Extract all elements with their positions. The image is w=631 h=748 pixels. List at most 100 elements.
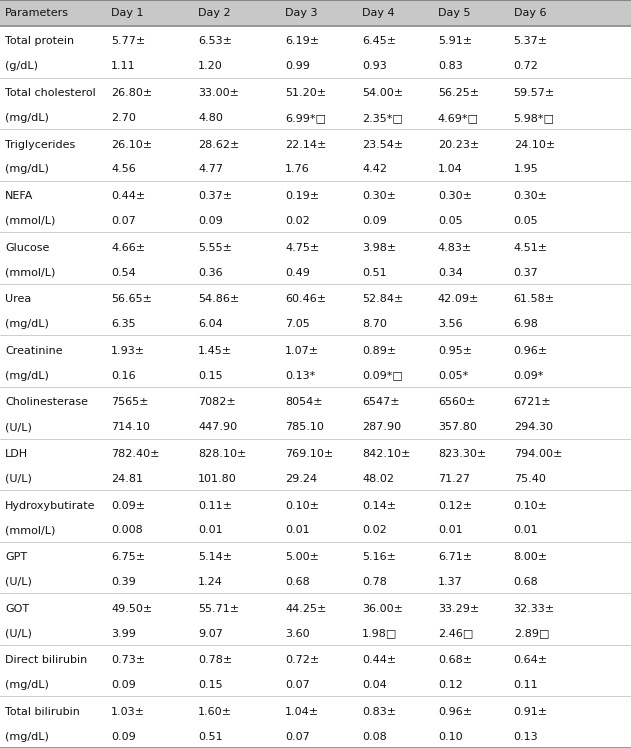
Bar — [0, 438, 631, 490]
Text: Urea: Urea — [5, 294, 32, 304]
Text: 5.77±: 5.77± — [111, 37, 145, 46]
Text: 1.95: 1.95 — [514, 165, 538, 174]
Text: 8054±: 8054± — [285, 397, 323, 408]
Text: 0.09: 0.09 — [111, 732, 136, 742]
Text: 4.75±: 4.75± — [285, 243, 319, 253]
Text: 0.95±: 0.95± — [438, 346, 472, 356]
Text: 54.86±: 54.86± — [198, 294, 239, 304]
Text: Parameters: Parameters — [5, 8, 69, 18]
Text: 1.93±: 1.93± — [111, 346, 145, 356]
Text: 3.56: 3.56 — [438, 319, 463, 329]
Text: 26.80±: 26.80± — [111, 88, 152, 98]
Text: LDH: LDH — [5, 449, 28, 459]
Text: 0.72: 0.72 — [514, 61, 538, 71]
Text: 0.07: 0.07 — [285, 680, 310, 690]
Text: Day 2: Day 2 — [198, 8, 231, 18]
Text: (mmol/L): (mmol/L) — [5, 216, 56, 226]
Text: 4.80: 4.80 — [198, 113, 223, 123]
Text: 5.37±: 5.37± — [514, 37, 548, 46]
Text: Day 3: Day 3 — [285, 8, 318, 18]
Text: 0.51: 0.51 — [198, 732, 223, 742]
Text: 0.83: 0.83 — [438, 61, 463, 71]
Text: 842.10±: 842.10± — [362, 449, 411, 459]
Text: 6560±: 6560± — [438, 397, 475, 408]
Text: 0.36: 0.36 — [198, 268, 223, 278]
Text: 5.14±: 5.14± — [198, 552, 232, 562]
Text: 1.98□: 1.98□ — [362, 628, 398, 639]
Text: 33.29±: 33.29± — [438, 604, 479, 614]
Text: (mg/dL): (mg/dL) — [5, 371, 49, 381]
Text: 0.10±: 0.10± — [514, 500, 548, 511]
Text: 56.65±: 56.65± — [111, 294, 152, 304]
Text: (mg/dL): (mg/dL) — [5, 319, 49, 329]
Bar — [0, 129, 631, 181]
Text: 6721±: 6721± — [514, 397, 551, 408]
Text: 0.64±: 0.64± — [514, 655, 548, 665]
Text: 6.53±: 6.53± — [198, 37, 232, 46]
Text: 2.70: 2.70 — [111, 113, 136, 123]
Text: 0.73±: 0.73± — [111, 655, 145, 665]
Text: (mg/dL): (mg/dL) — [5, 732, 49, 742]
Text: 6.75±: 6.75± — [111, 552, 145, 562]
Text: 0.78±: 0.78± — [198, 655, 232, 665]
Text: Total protein: Total protein — [5, 37, 74, 46]
Bar — [0, 78, 631, 129]
Text: 8.00±: 8.00± — [514, 552, 548, 562]
Text: 2.89□: 2.89□ — [514, 628, 549, 639]
Text: (U/L): (U/L) — [5, 473, 32, 484]
Text: 2.46□: 2.46□ — [438, 628, 473, 639]
Text: 0.01: 0.01 — [198, 525, 223, 536]
Text: Cholinesterase: Cholinesterase — [5, 397, 88, 408]
Text: 0.01: 0.01 — [514, 525, 538, 536]
Bar — [0, 233, 631, 283]
Text: 0.68: 0.68 — [285, 577, 310, 587]
Text: 0.51: 0.51 — [362, 268, 387, 278]
Text: Glucose: Glucose — [5, 243, 49, 253]
Text: 0.14±: 0.14± — [362, 500, 396, 511]
Text: 1.04±: 1.04± — [285, 707, 319, 717]
Text: 4.83±: 4.83± — [438, 243, 472, 253]
Text: 4.42: 4.42 — [362, 165, 387, 174]
Text: 29.24: 29.24 — [285, 473, 317, 484]
Text: Hydroxybutirate: Hydroxybutirate — [5, 500, 95, 511]
Text: 0.44±: 0.44± — [111, 191, 145, 201]
Text: GPT: GPT — [5, 552, 27, 562]
Text: 0.05: 0.05 — [438, 216, 463, 226]
Text: 0.49: 0.49 — [285, 268, 310, 278]
Text: 48.02: 48.02 — [362, 473, 394, 484]
Text: 24.81: 24.81 — [111, 473, 143, 484]
Text: 4.69*□: 4.69*□ — [438, 113, 479, 123]
Text: 20.23±: 20.23± — [438, 140, 479, 150]
Text: 8.70: 8.70 — [362, 319, 387, 329]
Bar — [0, 645, 631, 696]
Text: 0.30±: 0.30± — [362, 191, 396, 201]
Text: (mg/dL): (mg/dL) — [5, 680, 49, 690]
Text: Day 5: Day 5 — [438, 8, 471, 18]
Text: 1.24: 1.24 — [198, 577, 223, 587]
Text: 60.46±: 60.46± — [285, 294, 326, 304]
Text: 0.30±: 0.30± — [514, 191, 548, 201]
Text: Creatinine: Creatinine — [5, 346, 62, 356]
Text: (mg/dL): (mg/dL) — [5, 165, 49, 174]
Text: 5.98*□: 5.98*□ — [514, 113, 555, 123]
Text: 59.57±: 59.57± — [514, 88, 555, 98]
Text: 101.80: 101.80 — [198, 473, 237, 484]
Text: 0.91±: 0.91± — [514, 707, 548, 717]
Text: 0.05*: 0.05* — [438, 371, 468, 381]
Text: 0.09: 0.09 — [362, 216, 387, 226]
Bar — [0, 283, 631, 335]
Text: 6.71±: 6.71± — [438, 552, 472, 562]
Text: 7565±: 7565± — [111, 397, 148, 408]
Text: 782.40±: 782.40± — [111, 449, 160, 459]
Text: 2.35*□: 2.35*□ — [362, 113, 403, 123]
Text: 52.84±: 52.84± — [362, 294, 404, 304]
Text: 0.15: 0.15 — [198, 371, 223, 381]
Bar — [0, 335, 631, 387]
Text: 794.00±: 794.00± — [514, 449, 562, 459]
Text: 0.72±: 0.72± — [285, 655, 319, 665]
Text: 3.99: 3.99 — [111, 628, 136, 639]
Text: 0.09: 0.09 — [198, 216, 223, 226]
Text: 26.10±: 26.10± — [111, 140, 152, 150]
Text: 0.008: 0.008 — [111, 525, 143, 536]
Text: 0.13: 0.13 — [514, 732, 538, 742]
